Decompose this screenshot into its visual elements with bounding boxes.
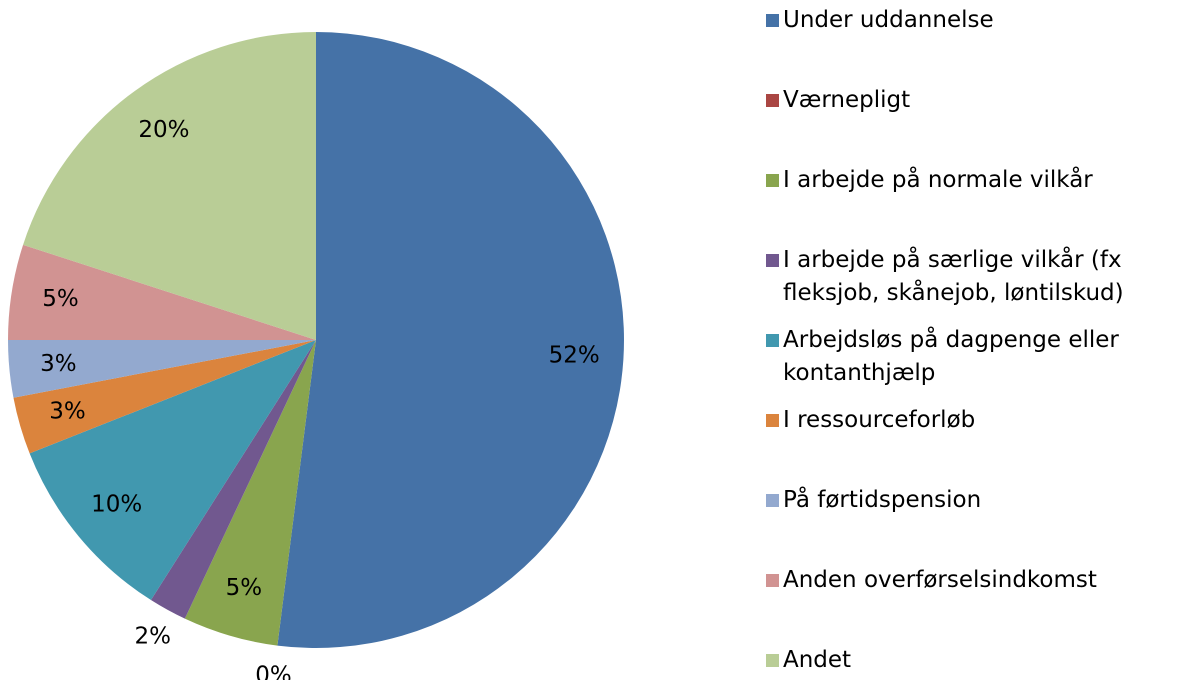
legend-swatch xyxy=(766,94,779,107)
data-label: 2% xyxy=(135,623,172,649)
legend-label: Andet xyxy=(783,647,852,673)
data-label: 10% xyxy=(91,491,142,517)
data-label: 3% xyxy=(49,399,86,425)
legend-swatch xyxy=(766,14,779,27)
legend-swatch xyxy=(766,654,779,667)
pie-slice xyxy=(8,340,316,398)
legend-item: Andet xyxy=(766,644,1203,677)
legend-label: Værnepligt xyxy=(783,87,911,113)
legend-item: Arbejdsløs på dagpenge eller kontanthjæl… xyxy=(766,324,1203,390)
data-label: 5% xyxy=(226,575,263,601)
pie-slice xyxy=(277,32,624,648)
legend-item: Anden overførselsindkomst xyxy=(766,564,1203,597)
pie-slice xyxy=(8,244,316,340)
pie-slice xyxy=(13,340,316,454)
pie-slice xyxy=(150,340,316,619)
legend-label: I arbejde på normale vilkår xyxy=(783,167,1093,193)
legend-label: I ressourceforløb xyxy=(783,407,976,433)
legend-item: I arbejde på særlige vilkår (fx fleksjob… xyxy=(766,244,1203,310)
legend-item: I arbejde på normale vilkår xyxy=(766,164,1203,197)
legend-item: I ressourceforløb xyxy=(766,404,1203,437)
legend-swatch xyxy=(766,334,779,347)
legend-label: Anden overførselsindkomst xyxy=(783,567,1097,593)
legend-label: I arbejde på særlige vilkår (fx fleksjob… xyxy=(783,247,1124,306)
legend-swatch xyxy=(766,414,779,427)
legend-label: På førtidspension xyxy=(783,487,982,513)
data-label: 3% xyxy=(40,351,77,377)
pie-slice xyxy=(29,340,316,601)
data-label: 20% xyxy=(138,117,189,143)
legend-swatch xyxy=(766,574,779,587)
pie-slice xyxy=(23,32,317,340)
data-label: 5% xyxy=(42,286,79,312)
legend-label: Under uddannelse xyxy=(783,7,994,33)
legend-item: På førtidspension xyxy=(766,484,1203,517)
legend-item: Under uddannelse xyxy=(766,4,1203,37)
legend-item: Værnepligt xyxy=(766,84,1203,117)
data-label: 52% xyxy=(549,343,600,369)
legend-swatch xyxy=(766,254,779,267)
legend-label: Arbejdsløs på dagpenge eller kontanthjæl… xyxy=(783,327,1119,386)
legend-swatch xyxy=(766,494,779,507)
pie-area: 52% 0% 5% 2% 10% 3% 3% 5% 20% xyxy=(8,32,624,680)
data-label: 0% xyxy=(255,663,292,680)
pie-slice xyxy=(184,340,316,646)
legend-swatch xyxy=(766,174,779,187)
